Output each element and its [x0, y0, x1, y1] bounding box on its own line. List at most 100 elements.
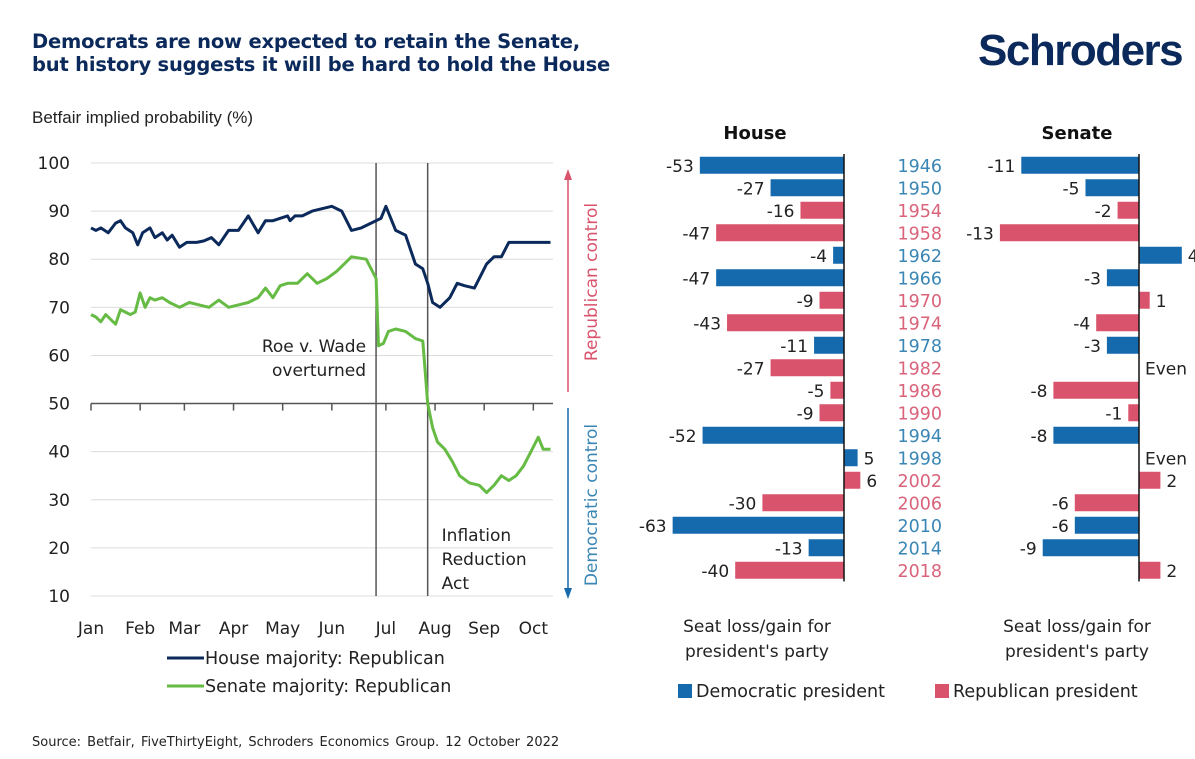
bar-value-label: -2: [1095, 202, 1112, 222]
bar-chart-title: House: [723, 123, 786, 144]
democratic-swatch: [678, 684, 692, 698]
year-label: 1946: [897, 157, 942, 177]
bar-1958: [999, 224, 1139, 242]
y-tick-label: 90: [48, 202, 70, 222]
bar-1986: [1053, 381, 1139, 399]
bar-value-label: -52: [669, 427, 697, 447]
bar-2002: [844, 471, 861, 489]
year-label: 1958: [897, 225, 942, 245]
legend-label: Senate majority: Republican: [205, 677, 451, 697]
republican-control-label: Republican control: [582, 203, 602, 361]
bar-legend: Democratic president Republican president: [678, 682, 1138, 702]
bar-1994: [1053, 426, 1139, 444]
year-label: 1950: [897, 180, 942, 200]
bar-2010: [1074, 516, 1139, 534]
year-label: 1982: [897, 360, 942, 380]
y-tick-label: 70: [48, 298, 70, 318]
bar-value-label: Even: [1145, 359, 1187, 379]
bar-1974: [1096, 314, 1139, 332]
bar-value-label: 6: [866, 472, 877, 492]
bar-value-label: -5: [807, 382, 824, 402]
bar-2006: [1074, 494, 1139, 512]
bar-2002: [1139, 471, 1161, 489]
bar-2018: [1139, 561, 1161, 579]
line-chart: 100 90 80 70 60 50 40 30 20 10 Jan Feb Mar Apr May Jun J…: [38, 154, 602, 697]
bar-1978: [814, 336, 844, 354]
bar-1950: [1085, 179, 1139, 197]
bar-1970: [819, 291, 844, 309]
legend-label: House majority: Republican: [205, 649, 445, 669]
x-tick-label: May: [265, 619, 300, 639]
x-tick-label: Aug: [418, 619, 451, 639]
chart-title-line-2: but history suggests it will be hard to …: [32, 53, 611, 76]
bar-1946: [1021, 156, 1139, 174]
x-tick-label: Jan: [77, 619, 104, 639]
bar-value-label: -5: [1063, 179, 1080, 199]
bar-xlabel-line2: president's party: [685, 642, 829, 662]
bar-value-label: -11: [988, 157, 1016, 177]
bar-1958: [716, 224, 844, 242]
y-tick-label: 50: [48, 395, 70, 415]
bar-2014: [808, 539, 844, 557]
annotation-ira-line3: Act: [442, 574, 470, 594]
year-label: 1966: [897, 270, 942, 290]
year-label: 2018: [897, 562, 942, 582]
year-label: 1994: [897, 427, 942, 447]
bar-value-label: -13: [775, 539, 803, 559]
bar-xlabel-line1: Seat loss/gain for: [1003, 617, 1151, 637]
bar-value-label: -13: [966, 224, 994, 244]
bar-value-label: -43: [693, 314, 721, 334]
year-label: 2010: [897, 517, 942, 537]
bar-1954: [800, 201, 844, 219]
bar-2010: [672, 516, 844, 534]
year-label: 1986: [897, 382, 942, 402]
year-label: 2014: [897, 540, 942, 560]
year-label: 1962: [897, 247, 942, 267]
bar-chart-title: Senate: [1042, 123, 1113, 144]
bar-value-label: -27: [737, 359, 765, 379]
bar-value-label: -9: [1020, 539, 1037, 559]
senate-bar-chart: Senate -11 -5 -2 -13 4 -3 1 -4 -3 Even -8 -1 -8 Even 2 -…: [966, 123, 1195, 662]
bar-2014: [1042, 539, 1139, 557]
bar-1970: [1139, 291, 1150, 309]
bar-value-label: -47: [682, 269, 710, 289]
bar-1986: [830, 381, 844, 399]
bar-value-label: 1: [1156, 292, 1167, 312]
bar-value-label: -6: [1052, 494, 1069, 514]
bar-value-label: -27: [737, 179, 765, 199]
bar-1994: [702, 426, 844, 444]
bar-xlabel-line2: president's party: [1005, 642, 1149, 662]
schroders-logo: Schroders: [978, 26, 1184, 75]
x-tick-label: Oct: [519, 619, 549, 639]
chart-title: Democrats are now expected to retain the…: [32, 30, 610, 76]
year-label: 1974: [897, 315, 942, 335]
bar-1966: [716, 269, 844, 287]
bar-value-label: -9: [797, 292, 814, 312]
bar-1982: [770, 359, 844, 377]
x-tick-label: Mar: [168, 619, 200, 639]
x-tick-label: Jun: [318, 619, 346, 639]
bar-value-label: -40: [701, 562, 729, 582]
y-tick-label: 100: [38, 154, 70, 174]
bar-2018: [735, 561, 844, 579]
bar-value-label: -4: [1073, 314, 1090, 334]
bar-1954: [1117, 201, 1139, 219]
bar-value-label: -16: [767, 202, 795, 222]
bar-value-label: -1: [1105, 404, 1122, 424]
bar-value-label: -63: [639, 517, 667, 537]
bar-value-label: -9: [797, 404, 814, 424]
bar-value-label: 2: [1166, 562, 1177, 582]
source-note: Source: Betfair, FiveThirtyEight, Schrod…: [32, 735, 560, 750]
bar-value-label: -4: [810, 247, 827, 267]
annotation-ira-line1: Inflation: [442, 526, 511, 546]
bar-1974: [727, 314, 844, 332]
republican-swatch: [935, 684, 949, 698]
y-tick-label: 20: [48, 539, 70, 559]
annotation-roe-line2: overturned: [272, 361, 366, 381]
y-tick-label: 10: [48, 587, 70, 607]
bar-value-label: -30: [729, 494, 757, 514]
bar-value-label: -8: [1030, 427, 1047, 447]
house-bar-chart: House-53-27-16-47-4-47-9-43-11-27-5-9-52…: [639, 123, 877, 662]
year-label: 2006: [897, 495, 942, 515]
